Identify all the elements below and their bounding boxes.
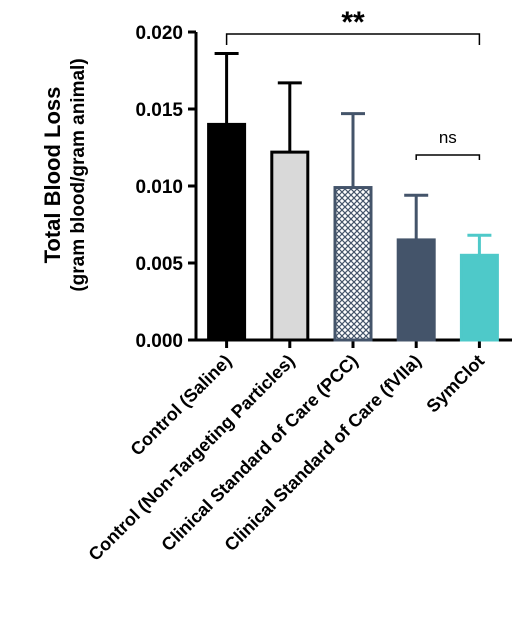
y-tick-label: 0.020 <box>135 23 183 44</box>
bar <box>270 150 310 342</box>
y-axis-title: Total Blood Loss <box>40 87 65 264</box>
bar <box>459 253 499 342</box>
axes: 0.000 0.005 0.010 0.015 0.020 <box>135 23 512 352</box>
y-tick-label: 0.000 <box>135 331 183 352</box>
significance-bracket <box>415 154 481 160</box>
bar <box>333 186 373 342</box>
bar <box>207 122 247 342</box>
significance-label: ns <box>439 128 457 147</box>
y-tick-label: 0.005 <box>135 254 183 275</box>
significance-label: ** <box>341 6 365 39</box>
error-bars <box>214 52 492 256</box>
significance-bracket <box>225 33 481 45</box>
bars <box>207 122 499 342</box>
y-tick-label: 0.015 <box>135 100 183 121</box>
significance-annotations: ** ns <box>225 6 481 160</box>
bar <box>396 238 436 342</box>
y-axis-subtitle: (gram blood/gram animal) <box>68 58 89 291</box>
category-label: SymClot <box>422 351 488 417</box>
y-tick-label: 0.010 <box>135 177 183 198</box>
y-axis-label: Total Blood Loss (gram blood/gram animal… <box>40 58 89 291</box>
category-labels: Control (Saline)Control (Non-Targeting P… <box>85 351 489 565</box>
